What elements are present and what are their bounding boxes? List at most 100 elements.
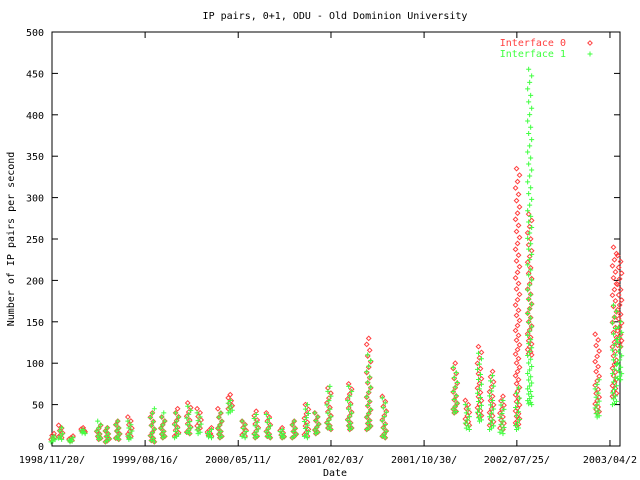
data-point-interface-1	[365, 379, 371, 385]
data-point-interface-1	[618, 344, 624, 350]
data-point-interface-1	[266, 431, 272, 437]
data-point-interface-1	[474, 390, 480, 396]
data-point-interface-1	[609, 390, 615, 396]
data-point-interface-1	[611, 366, 617, 372]
data-point-interface-0	[616, 275, 623, 282]
data-point-interface-1	[609, 371, 615, 377]
data-point-interface-0	[515, 280, 522, 287]
data-point-interface-1	[128, 422, 134, 428]
data-point-interface-1	[303, 415, 309, 421]
x-axis-label: Date	[323, 468, 347, 479]
data-point-interface-1	[595, 390, 601, 396]
data-point-interface-1	[612, 393, 618, 399]
data-point-interface-0	[474, 385, 481, 392]
data-point-interface-1	[265, 426, 271, 432]
data-point-interface-1	[596, 377, 602, 383]
data-point-interface-1	[161, 410, 167, 416]
data-point-interface-1	[116, 425, 122, 431]
data-point-interface-0	[514, 240, 521, 247]
data-point-interface-1	[364, 369, 370, 375]
data-point-interface-1	[97, 431, 103, 437]
data-point-interface-1	[513, 423, 519, 429]
data-point-interface-1	[98, 435, 104, 441]
data-point-interface-1	[158, 425, 164, 431]
data-point-interface-0	[592, 331, 599, 338]
data-point-interface-1	[611, 386, 617, 392]
data-point-interface-1	[526, 296, 532, 302]
data-point-interface-1	[525, 332, 531, 338]
data-point-interface-1	[293, 431, 299, 437]
data-point-interface-1	[514, 390, 520, 396]
data-point-interface-0	[516, 291, 523, 298]
series-1	[48, 66, 625, 445]
data-point-interface-0	[596, 348, 603, 354]
chart-title: IP pairs, 0+1, ODU - Old Dominion Univer…	[203, 11, 468, 22]
data-point-interface-0	[514, 178, 521, 185]
data-point-interface-1	[346, 383, 352, 389]
data-point-interface-1	[116, 436, 122, 442]
y-tick-label: 150	[26, 318, 44, 329]
data-point-interface-1	[515, 400, 521, 406]
data-point-interface-0	[618, 337, 625, 344]
data-point-interface-1	[150, 419, 156, 425]
data-point-interface-1	[365, 420, 371, 426]
data-point-interface-1	[208, 426, 214, 432]
data-point-interface-1	[527, 282, 533, 288]
data-point-interface-0	[512, 216, 519, 223]
data-point-interface-1	[280, 431, 286, 437]
data-point-interface-1	[464, 417, 470, 423]
data-point-interface-0	[524, 229, 531, 236]
data-point-interface-0	[515, 307, 522, 314]
data-point-interface-1	[327, 406, 333, 412]
data-point-interface-1	[215, 425, 221, 431]
data-point-interface-1	[57, 428, 63, 434]
y-tick-label: 350	[26, 152, 44, 163]
data-point-interface-1	[489, 410, 495, 416]
data-point-interface-1	[253, 429, 259, 435]
data-point-interface-0	[614, 281, 621, 288]
data-point-interface-1	[365, 352, 371, 358]
data-point-interface-0	[475, 343, 482, 350]
data-point-interface-0	[514, 210, 521, 217]
data-point-interface-1	[488, 402, 494, 408]
data-point-interface-1	[349, 388, 355, 394]
data-point-interface-0	[609, 365, 616, 372]
data-point-interface-0	[514, 346, 521, 353]
data-point-interface-1	[529, 301, 535, 307]
data-point-interface-1	[610, 396, 616, 402]
data-point-interface-1	[380, 425, 386, 431]
data-point-interface-1	[312, 410, 318, 416]
data-point-interface-0	[516, 204, 523, 210]
data-point-interface-0	[515, 355, 522, 362]
data-point-interface-1	[266, 415, 272, 421]
data-point-interface-1	[498, 402, 504, 408]
data-point-interface-1	[516, 409, 522, 415]
data-point-interface-1	[613, 383, 619, 389]
data-point-interface-1	[514, 413, 520, 419]
data-point-interface-1	[129, 428, 135, 434]
data-point-interface-1	[613, 337, 619, 343]
data-point-interface-0	[595, 337, 602, 343]
data-point-interface-1	[302, 426, 308, 432]
data-point-interface-1	[349, 425, 355, 431]
data-point-interface-1	[59, 436, 65, 442]
data-point-interface-1	[526, 161, 532, 167]
data-point-interface-1	[476, 386, 482, 392]
data-point-interface-1	[610, 331, 616, 337]
data-point-interface-1	[195, 418, 201, 424]
data-point-interface-0	[513, 197, 520, 204]
data-point-interface-1	[453, 393, 459, 399]
data-point-interface-1	[452, 384, 458, 390]
data-point-interface-1	[617, 357, 623, 363]
data-point-interface-1	[151, 426, 157, 432]
data-point-interface-1	[525, 235, 531, 241]
data-point-interface-1	[304, 435, 310, 441]
data-point-interface-1	[489, 388, 495, 394]
data-point-interface-0	[611, 256, 618, 263]
data-point-interface-1	[609, 347, 615, 353]
data-point-interface-1	[525, 86, 531, 92]
data-point-interface-0	[615, 264, 622, 271]
